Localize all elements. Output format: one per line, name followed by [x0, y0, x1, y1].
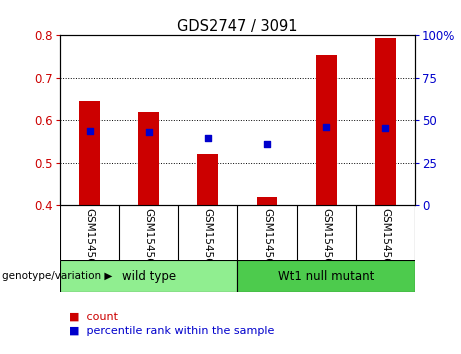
Point: [322, 124, 330, 130]
Text: wild type: wild type: [122, 270, 176, 282]
Title: GDS2747 / 3091: GDS2747 / 3091: [177, 19, 298, 34]
Text: GSM154568: GSM154568: [380, 208, 390, 272]
Bar: [316, 55, 337, 205]
Bar: [257, 197, 278, 205]
Text: ■  percentile rank within the sample: ■ percentile rank within the sample: [69, 326, 274, 336]
Point: [382, 126, 389, 131]
Point: [86, 128, 93, 134]
Bar: [375, 38, 396, 205]
Bar: [79, 101, 100, 205]
Text: genotype/variation ▶: genotype/variation ▶: [2, 271, 112, 281]
Bar: [237, 260, 415, 292]
Text: GSM154564: GSM154564: [144, 208, 154, 272]
Text: GSM154565: GSM154565: [203, 208, 213, 272]
Text: GSM154566: GSM154566: [262, 208, 272, 272]
Bar: [197, 154, 218, 205]
Point: [204, 135, 212, 141]
Bar: [60, 260, 237, 292]
Point: [263, 141, 271, 147]
Text: ■  count: ■ count: [69, 312, 118, 321]
Bar: [138, 112, 159, 205]
Text: GSM154563: GSM154563: [84, 208, 95, 272]
Point: [145, 130, 152, 135]
Text: Wt1 null mutant: Wt1 null mutant: [278, 270, 374, 282]
Text: GSM154567: GSM154567: [321, 208, 331, 272]
